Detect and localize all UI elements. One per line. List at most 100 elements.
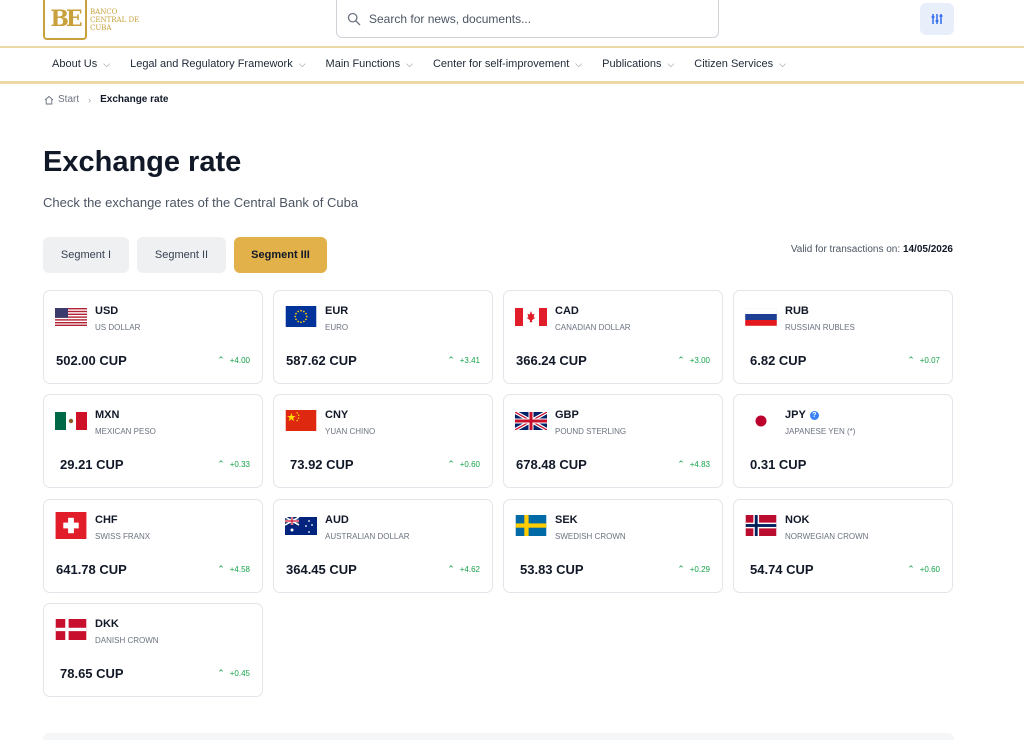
arrow-up-icon: ⌃ [217,668,225,678]
tab-segment-3[interactable]: Segment III [234,237,327,273]
search-bar[interactable] [336,0,719,38]
currency-card-dkk[interactable]: DKK DANISH CROWN 78.65 CUP ⌃ +0.45 [43,603,263,697]
norway-flag-icon [745,515,777,536]
currency-card-sek[interactable]: SEK SWEDISH CROWN 53.83 CUP ⌃ +0.29 [503,499,723,593]
sliders-icon [931,14,943,24]
search-icon [347,12,361,25]
currency-rate: 78.65 CUP [60,666,124,681]
currency-code: NOK [785,514,810,526]
main-nav: About Us ⌵ Legal and Regulatory Framework… [0,46,1024,84]
rate-change: ⌃ +3.00 [677,355,710,365]
currency-rate: 6.82 CUP [750,353,807,368]
currency-card-aud[interactable]: AUD AUSTRALIAN DOLLAR 364.45 CUP ⌃ +4.62 [273,499,493,593]
rate-change: ⌃ +0.07 [907,355,940,365]
nav-item-main-functions[interactable]: Main Functions ⌵ [325,58,413,70]
currency-code: DKK [95,618,119,630]
uk-flag-icon [515,412,547,430]
info-icon[interactable]: ? [809,410,819,420]
currency-card-nok[interactable]: NOK NORWEGIAN CROWN 54.74 CUP ⌃ +0.60 [733,499,953,593]
rate-change: ⌃ +0.60 [907,564,940,574]
nav-item-self-improvement[interactable]: Center for self-improvement ⌵ [432,58,583,70]
currency-name: POUND STERLING [555,427,627,436]
currency-code: RUB [785,305,809,317]
filter-settings-button[interactable] [920,3,954,35]
australia-flag-icon [285,517,317,535]
canada-flag-icon [515,308,547,326]
currency-card-jpy[interactable]: JPY? JAPANESE YEN (*) 0.31 CUP [733,394,953,488]
chevron-down-icon: ⌵ [575,58,583,69]
nav-item-legal-framework[interactable]: Legal and Regulatory Framework ⌵ [130,58,306,70]
russia-flag-icon [745,308,777,326]
sweden-flag-icon [515,515,547,536]
swiss-flag-icon [55,512,87,539]
breadcrumb-home[interactable]: Start [44,94,79,105]
search-input[interactable] [369,11,699,26]
bank-logo-mark: BE [43,0,87,40]
currency-name: DANISH CROWN [95,636,159,645]
arrow-up-icon: ⌃ [447,564,455,574]
china-flag-icon [285,410,317,431]
nav-item-citizen-services[interactable]: Citizen Services ⌵ [694,58,786,70]
top-header: BE BANCO CENTRAL DE CUBA [0,0,1024,46]
valid-date-note: Valid for transactions on: 14/05/2026 [790,244,953,255]
us-flag-icon [55,308,87,326]
home-icon [44,95,54,104]
arrow-up-icon: ⌃ [907,355,915,365]
breadcrumb: Start › Exchange rate [44,94,169,105]
currency-name: CANADIAN DOLLAR [555,323,631,332]
currency-code: CNY [325,409,349,421]
currency-name: EURO [325,323,349,332]
rate-change: ⌃ +3.41 [447,355,480,365]
page-subtitle: Check the exchange rates of the Central … [43,195,359,210]
rate-change: ⌃ +0.33 [217,459,250,469]
currency-rate: 73.92 CUP [290,457,354,472]
currency-card-chf[interactable]: CHF SWISS FRANX 641.78 CUP ⌃ +4.58 [43,499,263,593]
bank-logo-text: BANCO CENTRAL DE CUBA [90,8,140,32]
arrow-up-icon: ⌃ [447,459,455,469]
currency-name: MEXICAN PESO [95,427,156,436]
currency-card-cad[interactable]: CAD CANADIAN DOLLAR 366.24 CUP ⌃ +3.00 [503,290,723,384]
chevron-down-icon: ⌵ [103,58,111,69]
currency-card-rub[interactable]: RUB RUSSIAN RUBLES 6.82 CUP ⌃ +0.07 [733,290,953,384]
rate-change: ⌃ +0.29 [677,564,710,574]
next-section-panel [43,733,954,740]
japan-flag-icon [745,412,777,430]
chevron-down-icon: ⌵ [298,58,306,69]
bank-logo[interactable]: BE BANCO CENTRAL DE CUBA [43,0,153,40]
arrow-up-icon: ⌃ [217,564,225,574]
arrow-up-icon: ⌃ [677,564,685,574]
arrow-up-icon: ⌃ [677,459,685,469]
currency-code: AUD [325,514,349,526]
page-title: Exchange rate [43,146,242,178]
arrow-up-icon: ⌃ [907,564,915,574]
currency-card-mxn[interactable]: MXN MEXICAN PESO 29.21 CUP ⌃ +0.33 [43,394,263,488]
nav-item-publications[interactable]: Publications ⌵ [602,58,675,70]
currency-card-gbp[interactable]: GBP POUND STERLING 678.48 CUP ⌃ +4.83 [503,394,723,488]
currency-code: CAD [555,305,579,317]
currency-code: EUR [325,305,349,317]
rate-change: ⌃ +4.83 [677,459,710,469]
currency-name: US DOLLAR [95,323,141,332]
currency-code: GBP [555,409,579,421]
valid-date: 14/05/2026 [902,244,953,255]
currency-rate: 587.62 CUP [286,353,357,368]
currency-code: JPY? [785,409,819,421]
currency-card-usd[interactable]: USD US DOLLAR 502.00 CUP ⌃ +4.00 [43,290,263,384]
arrow-up-icon: ⌃ [677,355,685,365]
chevron-down-icon: ⌵ [667,58,675,69]
rate-change: ⌃ +4.58 [217,564,250,574]
segment-tabs: Segment I Segment II Segment III [43,237,335,273]
chevron-down-icon: ⌵ [406,58,413,69]
tab-segment-1[interactable]: Segment I [43,237,129,273]
currency-card-eur[interactable]: EUR EURO 587.62 CUP ⌃ +3.41 [273,290,493,384]
rate-change: ⌃ +4.62 [447,564,480,574]
rate-change: ⌃ +0.60 [447,459,480,469]
rate-change: ⌃ +4.00 [217,355,250,365]
currency-rate: 0.31 CUP [750,457,807,472]
tab-segment-2[interactable]: Segment II [137,237,226,273]
currency-rate: 641.78 CUP [56,562,127,577]
currency-code: USD [95,305,119,317]
currency-card-cny[interactable]: CNY YUAN CHINO 73.92 CUP ⌃ +0.60 [273,394,493,488]
arrow-up-icon: ⌃ [217,459,225,469]
nav-item-about-us[interactable]: About Us ⌵ [52,58,111,70]
